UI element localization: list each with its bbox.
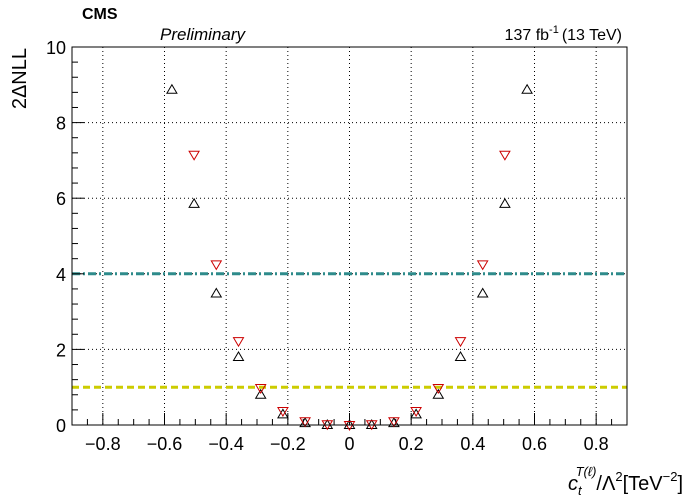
data-point-triangle-down: [499, 150, 511, 161]
x-title-middle-sup: 2: [615, 469, 622, 484]
tick-labels: −0.8 −0.6 −0.4 −0.2 0 0.2 0.4 0.6 0.8 0 2 4 6 8 10: [46, 38, 609, 454]
y-tick-label: 6: [56, 189, 66, 209]
data-point-triangle-up: [499, 197, 511, 208]
data-point-triangle-down: [432, 383, 445, 394]
data-point-triangle-up: [476, 287, 489, 298]
y-tick-label: 4: [56, 265, 66, 285]
data-point-triangle-down: [232, 337, 245, 348]
x-title-base: c: [568, 473, 578, 495]
data-point-triangle-down: [254, 383, 267, 394]
x-title-unit: [TeV: [623, 473, 664, 495]
data-point-triangle-down: [476, 260, 489, 271]
data-point-triangle-down: [388, 417, 400, 428]
x-tick-label: −0.4: [208, 434, 244, 454]
data-points: [166, 83, 533, 431]
x-tick-label: 0.8: [584, 434, 609, 454]
energy-value: (13 TeV): [562, 27, 622, 44]
x-title-unit-end: ]: [677, 473, 683, 495]
data-point-triangle-up: [232, 350, 245, 361]
x-axis-title: ct T(ℓ)/Λ2[TeV−2]: [568, 464, 683, 498]
y-tick-label: 2: [56, 340, 66, 360]
x-tick-label: 0.2: [399, 434, 424, 454]
data-point-triangle-down: [454, 337, 467, 348]
y-axis-title: 2ΔNLL: [9, 48, 31, 109]
data-point-triangle-up: [254, 388, 267, 399]
reference-lines: [72, 272, 627, 389]
plot-frame: [71, 46, 628, 426]
x-tick-label: 0.4: [460, 434, 485, 454]
data-point-triangle-up: [521, 83, 533, 94]
data-point-triangle-up: [166, 83, 178, 94]
x-tick-label: −0.2: [270, 434, 306, 454]
data-point-triangle-down: [277, 407, 289, 418]
y-tick-label: 10: [46, 38, 66, 58]
data-point-triangle-down: [410, 407, 422, 418]
x-title-unit-sup: −2: [663, 469, 678, 484]
axis-ticks: [71, 46, 628, 426]
x-tick-label: −0.6: [147, 434, 183, 454]
data-point-triangle-up: [343, 419, 356, 429]
data-point-triangle-down: [188, 150, 200, 161]
data-point-triangle-down: [343, 421, 356, 431]
x-title-middle: /Λ: [596, 473, 616, 495]
x-tick-label: −0.8: [85, 434, 121, 454]
data-point-triangle-up: [410, 408, 422, 419]
x-title-sup: T(ℓ): [576, 464, 597, 479]
grid: [72, 47, 627, 425]
lumi-value: 137 fb: [505, 27, 550, 44]
data-point-triangle-up: [432, 388, 445, 399]
x-tick-label: 0.6: [522, 434, 547, 454]
x-tick-label: 0: [344, 434, 354, 454]
data-point-triangle-down: [210, 260, 223, 271]
status-label: Preliminary: [160, 25, 247, 44]
lumi-label: 137 fb-1 (13 TeV): [505, 24, 622, 44]
y-tick-label: 0: [56, 416, 66, 436]
data-point-triangle-up: [277, 408, 289, 419]
experiment-label: CMS: [82, 6, 118, 23]
y-tick-label: 8: [56, 114, 66, 134]
data-point-triangle-up: [188, 197, 200, 208]
data-point-triangle-up: [210, 287, 223, 298]
data-point-triangle-up: [454, 350, 467, 361]
lumi-exponent: -1: [549, 24, 559, 36]
data-point-triangle-down: [299, 417, 311, 428]
x-title-sub: t: [578, 483, 583, 498]
